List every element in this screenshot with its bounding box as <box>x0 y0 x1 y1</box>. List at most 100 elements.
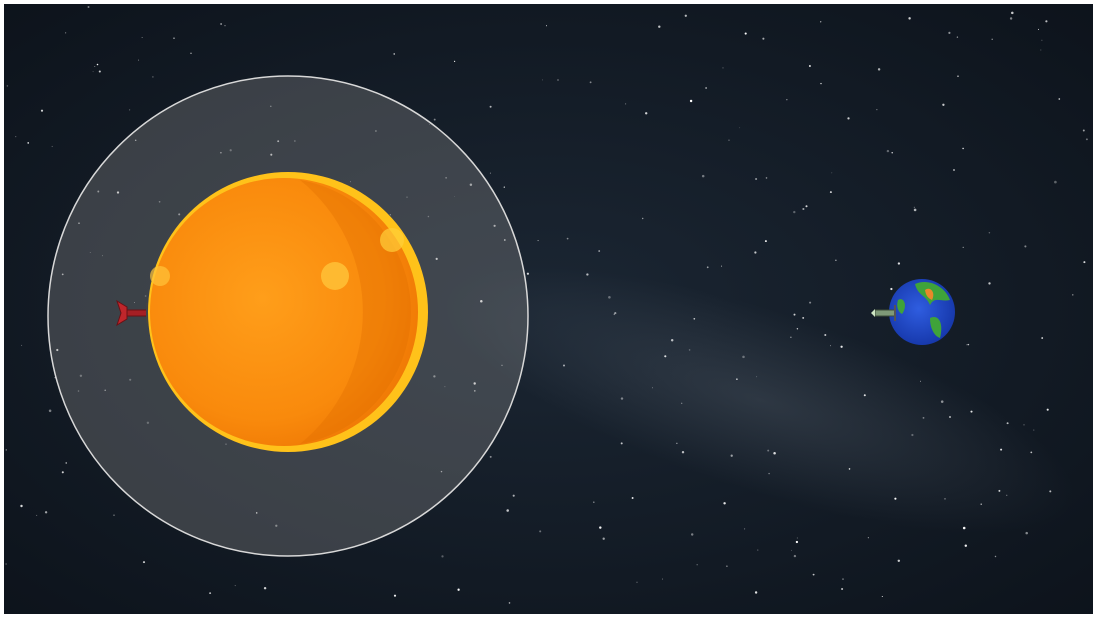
sun <box>148 172 428 452</box>
star <box>1058 98 1061 100</box>
star <box>625 103 627 105</box>
star <box>61 273 64 276</box>
star <box>967 343 970 346</box>
star <box>1072 294 1074 296</box>
star <box>152 76 154 78</box>
star <box>277 140 280 143</box>
star <box>1023 424 1025 426</box>
star <box>689 99 693 103</box>
star <box>790 336 792 338</box>
ship-hull <box>116 299 128 327</box>
star <box>890 287 893 291</box>
ship-nose <box>871 309 875 317</box>
star <box>65 32 67 34</box>
star <box>886 149 890 153</box>
star <box>876 109 878 111</box>
star <box>453 60 456 63</box>
star <box>270 105 272 108</box>
star <box>608 296 611 299</box>
star <box>1046 408 1049 411</box>
star <box>949 416 951 418</box>
star <box>948 31 951 34</box>
star <box>744 528 746 530</box>
earth-desert <box>925 288 934 300</box>
star <box>224 25 226 27</box>
sun-spot <box>380 228 404 252</box>
star <box>1085 138 1088 141</box>
star <box>911 433 914 437</box>
star <box>116 191 120 194</box>
star <box>756 376 758 378</box>
star <box>706 266 709 269</box>
star <box>1045 20 1048 23</box>
earth-land <box>897 299 905 314</box>
star <box>988 282 991 285</box>
star <box>664 355 667 358</box>
star <box>128 109 131 111</box>
ship-body <box>126 309 148 317</box>
star <box>94 65 96 67</box>
star <box>754 591 758 594</box>
star <box>21 344 23 346</box>
star <box>129 378 132 381</box>
star <box>493 224 496 227</box>
star <box>755 177 758 181</box>
star <box>27 142 30 144</box>
star <box>263 586 267 590</box>
star <box>393 594 397 597</box>
star <box>275 524 278 527</box>
star <box>956 36 959 38</box>
star <box>209 592 212 595</box>
star <box>98 70 101 73</box>
star <box>762 37 765 40</box>
star <box>867 537 869 539</box>
star <box>661 578 664 580</box>
star <box>970 410 973 413</box>
star <box>489 172 491 174</box>
star <box>994 555 997 558</box>
milky-way <box>444 266 1076 534</box>
star <box>962 246 964 249</box>
star <box>489 105 492 108</box>
star <box>757 549 759 551</box>
star <box>998 489 1001 492</box>
star <box>142 561 146 564</box>
star <box>1000 448 1003 451</box>
star <box>688 349 691 351</box>
star <box>922 416 925 419</box>
star <box>891 151 893 154</box>
star <box>966 344 968 346</box>
star <box>349 181 351 183</box>
star <box>113 514 115 516</box>
star <box>144 295 147 297</box>
star <box>1009 17 1013 20</box>
star <box>65 462 67 464</box>
star <box>730 454 733 457</box>
star <box>294 140 296 142</box>
star <box>429 124 430 125</box>
star <box>255 512 258 514</box>
star <box>881 595 883 598</box>
star <box>96 63 99 66</box>
star <box>480 299 483 303</box>
star <box>908 17 911 20</box>
star <box>158 200 161 203</box>
star <box>645 112 648 115</box>
star <box>809 301 812 304</box>
star <box>454 196 455 198</box>
star <box>764 240 767 243</box>
star <box>104 389 106 392</box>
player-ship[interactable] <box>871 305 896 321</box>
star <box>20 504 23 508</box>
star <box>676 442 678 444</box>
star <box>793 210 796 214</box>
enemy-ship[interactable] <box>116 299 148 327</box>
star <box>389 214 391 216</box>
star <box>744 32 747 35</box>
star <box>427 215 430 218</box>
star <box>15 136 17 138</box>
star <box>830 345 832 347</box>
star <box>728 139 730 141</box>
star <box>696 564 698 566</box>
star <box>1083 261 1086 264</box>
